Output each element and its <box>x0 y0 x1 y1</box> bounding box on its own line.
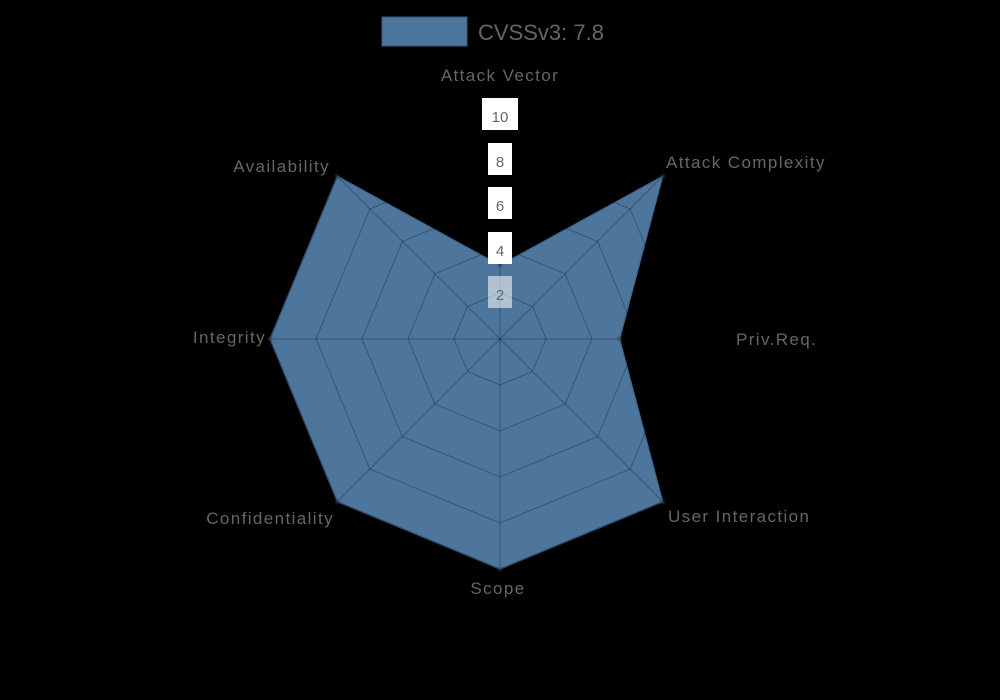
svg-text:10: 10 <box>492 109 509 126</box>
svg-text:6: 6 <box>496 198 504 215</box>
svg-text:Priv.Req.: Priv.Req. <box>736 330 817 349</box>
svg-text:Attack Complexity: Attack Complexity <box>666 153 826 172</box>
svg-text:User Interaction: User Interaction <box>668 507 810 526</box>
svg-text:Scope: Scope <box>470 579 525 598</box>
svg-text:8: 8 <box>496 154 504 171</box>
svg-text:Confidentiality: Confidentiality <box>206 509 334 528</box>
svg-text:4: 4 <box>496 243 504 260</box>
svg-text:Attack Vector: Attack Vector <box>441 66 559 85</box>
svg-text:Integrity: Integrity <box>193 328 266 347</box>
svg-text:Availability: Availability <box>233 157 330 176</box>
svg-text:2: 2 <box>496 287 504 304</box>
svg-text:CVSSv3: 7.8: CVSSv3: 7.8 <box>478 20 604 45</box>
